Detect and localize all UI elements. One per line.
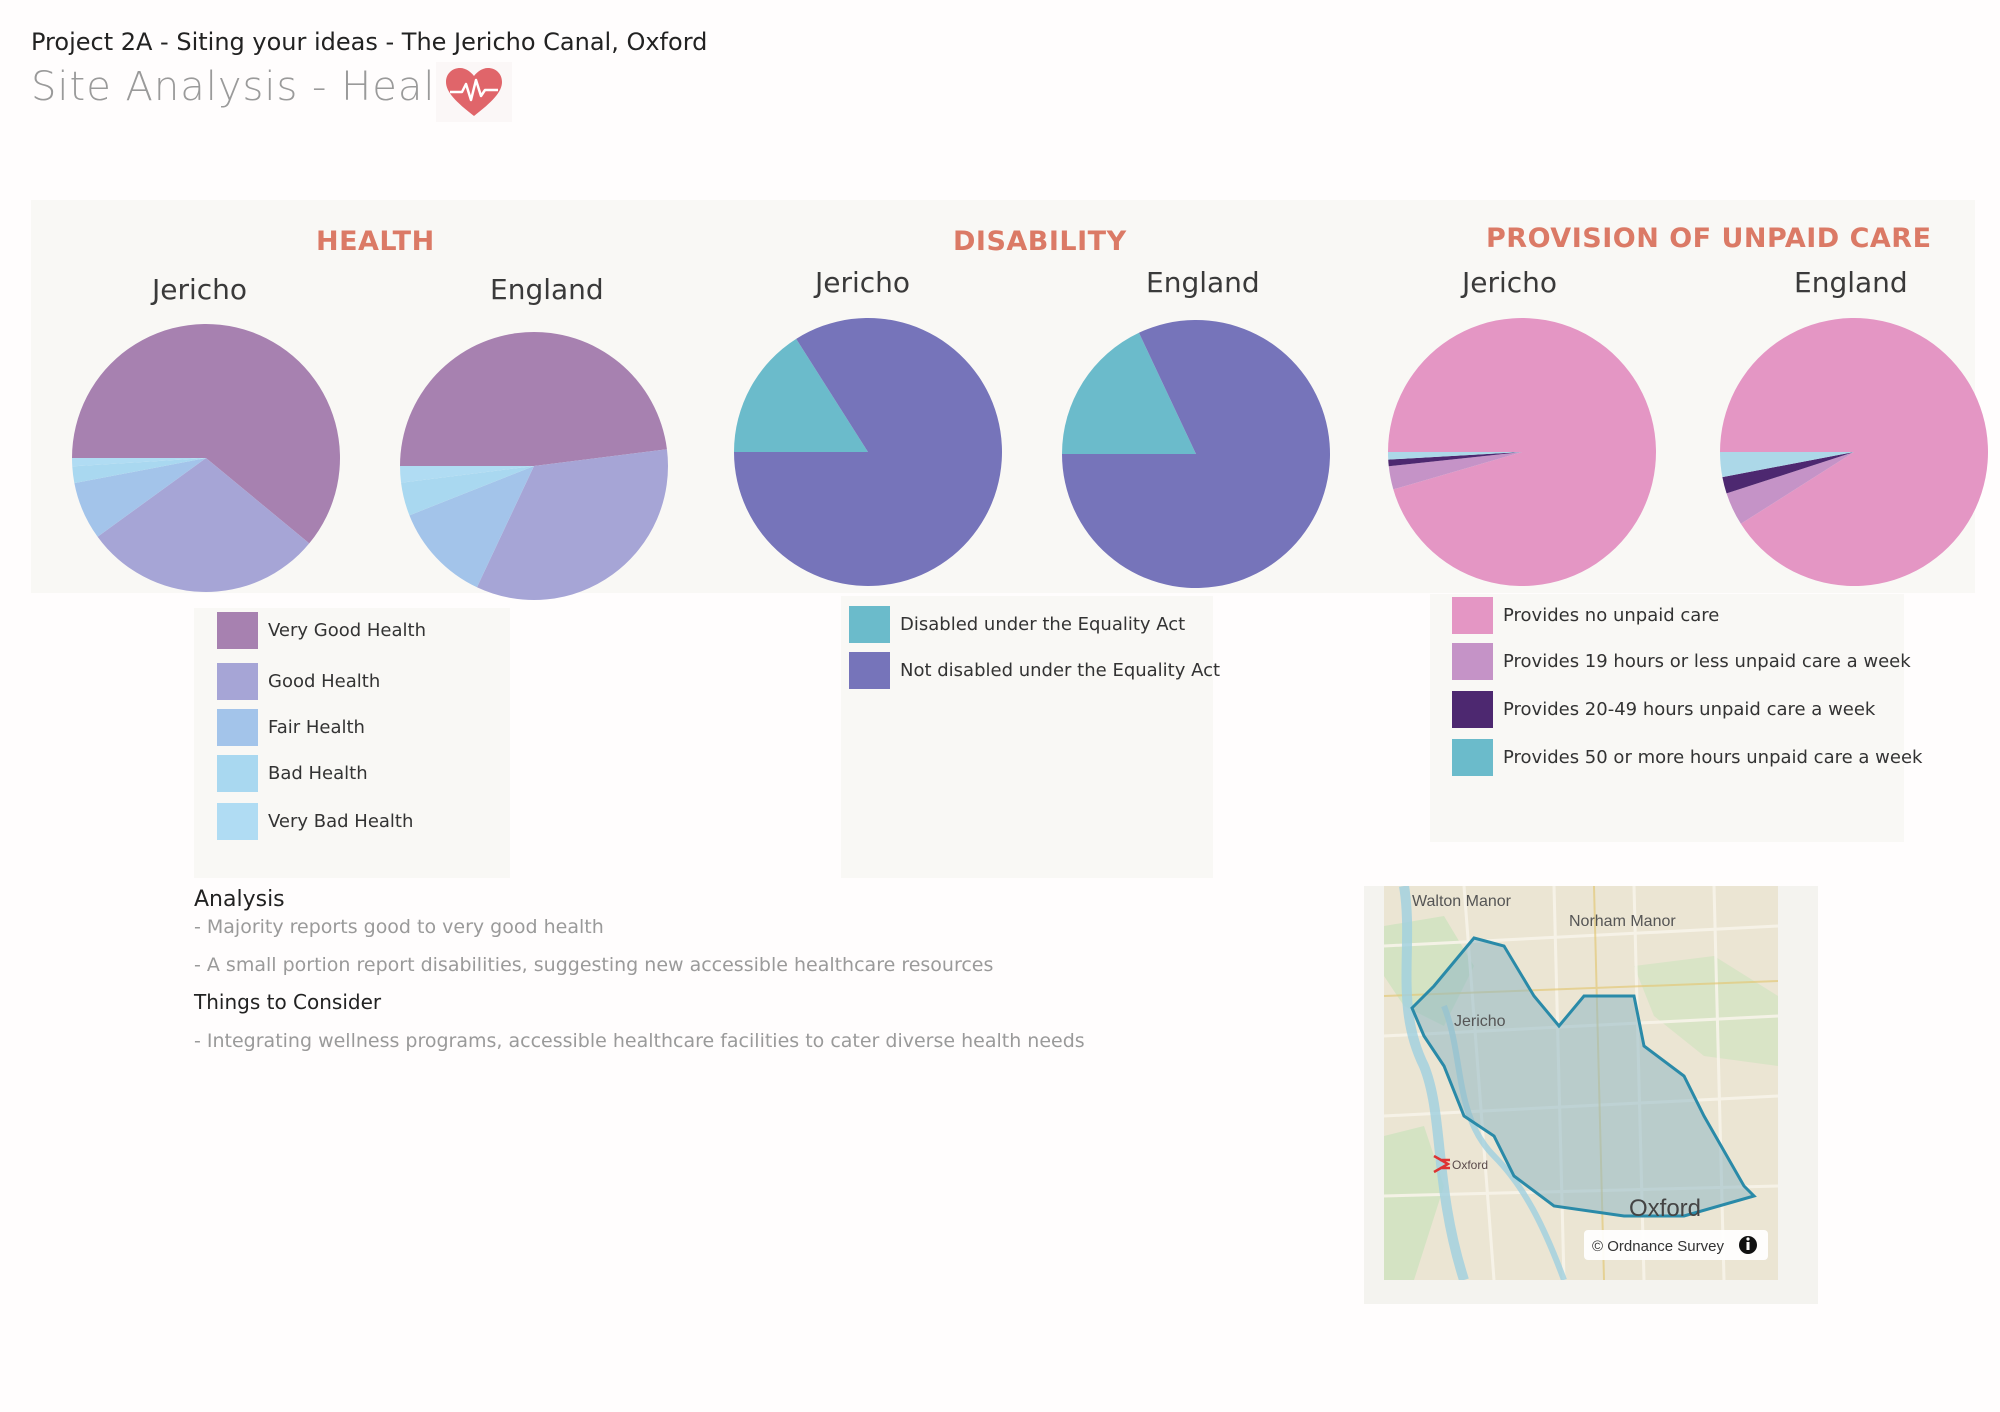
place-label-care-jericho: Jericho [1462, 266, 1558, 299]
place-label-health-jericho: Jericho [152, 273, 248, 306]
pie-slice [400, 466, 534, 483]
project-title: Project 2A - Siting your ideas - The Jer… [31, 28, 708, 56]
legend-swatch [217, 612, 258, 649]
pie-slice [97, 458, 310, 592]
legend-unpaid-care: Provides no unpaid care Provides 19 hour… [1430, 594, 1922, 842]
pie-slice [1062, 320, 1330, 588]
pie-charts [72, 317, 1988, 601]
heart-rate-icon [436, 62, 512, 122]
map-attribution: © Ordnance Survey [1592, 1238, 1724, 1255]
legend-swatch [1452, 643, 1493, 680]
pie-slice [72, 323, 340, 544]
page-title: Site Analysis - Health [31, 64, 479, 110]
legend-label: Very Bad Health [268, 811, 414, 832]
charts-panel [31, 200, 1975, 593]
pie-slice [1388, 452, 1522, 460]
place-label-disability-england: England [1146, 266, 1260, 299]
pie-slice [1720, 317, 1988, 586]
analysis-point: - Majority reports good to very good hea… [194, 916, 604, 938]
legend-swatch [849, 606, 890, 643]
legend-swatch [849, 652, 890, 689]
legend-label: Fair Health [268, 717, 365, 738]
analysis-heading: Analysis [194, 887, 285, 912]
legend-item: Good Health [217, 663, 380, 700]
place-label-health-england: England [490, 273, 604, 306]
pie-slice [400, 332, 667, 466]
section-title-disability: DISABILITY [953, 226, 1127, 257]
pie-slice [74, 458, 206, 537]
site-map[interactable]: Walton Manor Norham Manor Jericho Oxford… [1384, 886, 1778, 1280]
info-icon[interactable] [1739, 1236, 1757, 1254]
pie-0 [72, 323, 340, 592]
legend-swatch [217, 803, 258, 840]
map-label: Oxford [1452, 1158, 1488, 1172]
legend-label: Provides 50 or more hours unpaid care a … [1503, 747, 1923, 768]
pie-4 [1387, 317, 1656, 587]
pie-slice [734, 317, 1002, 586]
pie-slice [409, 466, 534, 588]
legend-label: Very Good Health [268, 620, 426, 641]
pie-slice [72, 458, 206, 467]
legend-health: Very Good Health Good Health Fair Health… [194, 608, 510, 878]
legend-swatch [1452, 691, 1493, 728]
analysis-point: - A small portion report disabilities, s… [194, 954, 994, 976]
legend-swatch [1452, 739, 1493, 776]
rail-icon [1433, 1154, 1451, 1174]
section-title-unpaid-care: PROVISION OF UNPAID CARE [1486, 223, 1932, 254]
map-label: Norham Manor [1569, 913, 1676, 930]
legend-label: Provides no unpaid care [1503, 605, 1720, 626]
legend-swatch [217, 709, 258, 746]
map-label: Oxford [1629, 1195, 1701, 1222]
place-label-disability-jericho: Jericho [815, 266, 911, 299]
pie-slice [1388, 452, 1522, 490]
pie-5 [1720, 317, 1988, 586]
legend-label: Provides 20-49 hours unpaid care a week [1503, 699, 1876, 720]
legend-label: Good Health [268, 671, 381, 692]
legend-swatch [217, 663, 258, 700]
legend-disability: Disabled under the Equality Act Not disa… [841, 596, 1220, 878]
pie-slice [734, 338, 868, 452]
consider-heading: Things to Consider [194, 990, 382, 1014]
legend-label: Not disabled under the Equality Act [900, 660, 1221, 681]
place-label-care-england: England [1794, 266, 1908, 299]
pie-slice [72, 458, 206, 484]
map-label: Jericho [1454, 1013, 1506, 1030]
legend-item: Bad Health [217, 755, 368, 792]
pie-slice [1388, 452, 1522, 467]
pie-slice [1720, 452, 1854, 478]
legend-label: Disabled under the Equality Act [900, 614, 1186, 635]
legend-item: Provides 19 hours or less unpaid care a … [1452, 643, 1911, 680]
legend-item: Provides 50 or more hours unpaid care a … [1452, 739, 1922, 776]
consider-point: - Integrating wellness programs, accessi… [194, 1030, 1085, 1052]
legend-item: Provides no unpaid care [1452, 597, 1719, 634]
pie-slice [1726, 452, 1854, 524]
legend-item: Very Bad Health [217, 803, 413, 840]
map-label: Walton Manor [1412, 893, 1512, 910]
pie-slice [476, 449, 668, 601]
section-title-health: HEALTH [316, 226, 435, 257]
legend-item: Provides 20-49 hours unpaid care a week [1452, 691, 1875, 728]
legend-item: Very Good Health [217, 612, 426, 649]
legend-item: Not disabled under the Equality Act [849, 652, 1220, 689]
pie-3 [1062, 320, 1330, 588]
legend-swatch [1452, 597, 1493, 634]
legend-item: Fair Health [217, 709, 365, 746]
legend-item: Disabled under the Equality Act [849, 606, 1185, 643]
pie-slice [1722, 452, 1854, 494]
pie-2 [734, 317, 1002, 586]
legend-label: Provides 19 hours or less unpaid care a … [1503, 651, 1911, 672]
pie-slice [401, 466, 534, 516]
legend-label: Bad Health [268, 763, 368, 784]
pie-slice [1062, 332, 1196, 454]
legend-swatch [217, 755, 258, 792]
pie-1 [400, 332, 668, 601]
